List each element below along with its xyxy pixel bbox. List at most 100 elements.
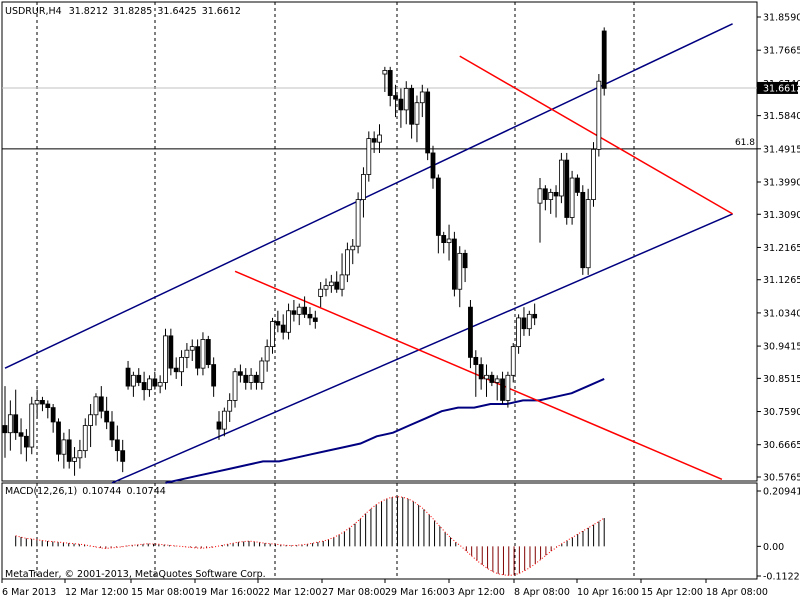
candle-bear (478, 364, 484, 380)
candle-bear (532, 313, 538, 319)
candle-bear (435, 177, 441, 236)
candle-bear (125, 367, 131, 387)
candle-bull (548, 191, 554, 200)
candle-bull (526, 313, 532, 330)
candle-bear (409, 87, 415, 125)
candle-bull (494, 378, 500, 383)
price-tick-label: 31.3990 (763, 177, 800, 188)
price-tick-label: 30.5765 (763, 473, 800, 484)
candle-bear (500, 378, 505, 401)
time-tick-label: 29 Mar 16:00 (385, 587, 448, 598)
candle-bull (286, 310, 291, 333)
trendline (4, 23, 733, 369)
candle-bull (61, 439, 67, 455)
candle-bear (114, 439, 120, 452)
candle-bear (237, 371, 243, 376)
candle-bear (50, 407, 56, 423)
trendline (234, 270, 723, 481)
candle-bull (232, 371, 238, 401)
candle-bull (559, 159, 564, 197)
candle-bull (221, 410, 227, 430)
candle-bear (468, 306, 473, 358)
candle-bull (377, 134, 382, 143)
candle-bear (195, 346, 201, 369)
candle-bull (510, 346, 516, 376)
candle-bear (275, 321, 281, 326)
open-value: 31.8212 (68, 6, 108, 17)
price-tick-label: 30.9415 (763, 342, 800, 353)
trendline (459, 55, 733, 215)
macd-value-2: 0.10744 (126, 486, 166, 497)
candle-bear (66, 439, 72, 462)
candle-bull (88, 414, 93, 426)
candle-bear (575, 177, 580, 193)
time-tick-label: 6 Mar 2013 (2, 587, 56, 598)
candle-bear (13, 414, 19, 434)
price-tick-label: 31.7665 (763, 46, 800, 57)
candle-bull (591, 148, 596, 200)
candle-bull (366, 138, 372, 175)
candle-bull (34, 400, 40, 405)
candle-bear (489, 374, 495, 383)
candle-bull (179, 356, 184, 373)
candle-bull (323, 285, 329, 290)
candle-bull (7, 414, 13, 434)
candle-bear (141, 382, 147, 391)
candle-bear (23, 435, 29, 448)
price-tick-label: 31.1265 (763, 275, 800, 286)
candle-bear (451, 238, 457, 290)
candle-bull (184, 349, 190, 358)
time-tick-label: 27 Mar 08:00 (322, 587, 385, 598)
candle-bull (200, 339, 206, 369)
chart-header: USDRUR,H4 31.8212 31.8285 31.6425 31.661… (5, 6, 241, 17)
candle-bear (302, 306, 308, 315)
candle-bull (264, 346, 270, 362)
candle-bear (580, 191, 586, 269)
macd-label: MACD(12,26,1) (5, 486, 78, 497)
macd-signal-line (15, 496, 605, 576)
candle-bear (173, 367, 179, 373)
candle-bear (104, 410, 110, 423)
macd-tick-label: 0.00 (763, 542, 784, 553)
macd-tick-label: 0.20941 (763, 487, 800, 498)
candle-bear (291, 310, 297, 315)
candle-bull (259, 360, 265, 383)
price-tick-label: 31.8590 (763, 13, 800, 24)
candle-bear (430, 152, 436, 179)
candle-bear (425, 91, 431, 154)
candle-bull (350, 245, 356, 251)
candle-bull (318, 288, 324, 297)
candle-bear (371, 138, 377, 143)
current-price-box (757, 81, 798, 94)
candle-bear (312, 317, 318, 322)
macd-header: MACD(12,26,1) 0.10744 0.10744 (5, 486, 166, 497)
candle-bull (355, 199, 361, 247)
candle-bull (446, 238, 452, 244)
candle-bull (505, 374, 511, 401)
price-panel-frame (1, 1, 758, 482)
candle-bear (441, 235, 447, 244)
time-tick-label: 15 Mar 08:00 (131, 587, 194, 598)
candle-bull (163, 335, 168, 383)
candle-bull (344, 249, 350, 276)
candle-bull (457, 252, 463, 290)
price-tick-label: 30.8515 (763, 374, 800, 385)
candle-bear (398, 98, 404, 111)
candle-bear (2, 425, 8, 434)
candle-bear (462, 252, 468, 269)
candle-bull (93, 396, 99, 416)
candle-bull (403, 87, 409, 111)
candle-bull (484, 374, 489, 380)
candle-bear (40, 400, 45, 405)
time-tick-label: 22 Mar 12:00 (258, 587, 321, 598)
price-tick-label: 31.3090 (763, 210, 800, 221)
current-price-label: 31.6612 (763, 83, 800, 94)
candle-bull (382, 70, 388, 75)
candle-bear (45, 403, 51, 408)
candle-bear (136, 374, 142, 383)
trendline (111, 213, 733, 484)
candle-bull (419, 91, 425, 104)
macd-panel-frame (1, 482, 758, 580)
candle-bear (120, 450, 126, 462)
